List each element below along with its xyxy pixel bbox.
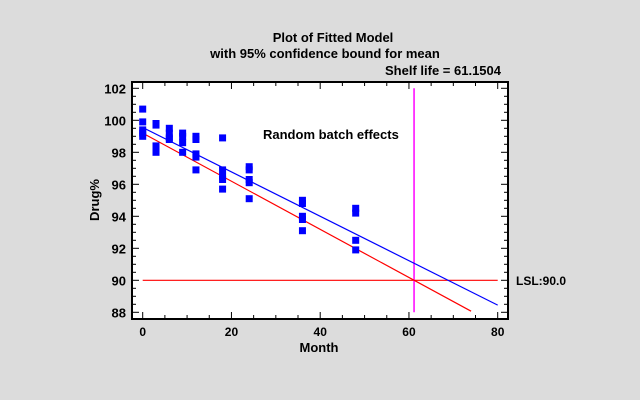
y-axis-label: Drug% <box>87 179 102 221</box>
y-tick-label: 102 <box>104 81 126 96</box>
random-batch-annotation: Random batch effects <box>263 127 399 142</box>
data-point <box>245 195 253 203</box>
plot-area <box>131 81 509 320</box>
lower-confidence-bound-line <box>142 132 472 312</box>
data-point <box>219 185 227 193</box>
lsl-label: LSL:90.0 <box>516 274 566 288</box>
fitted-mean-line <box>142 126 498 306</box>
data-point <box>352 246 360 254</box>
y-tick-label: 94 <box>112 209 127 224</box>
data-point <box>165 124 173 132</box>
x-tick-label: 20 <box>225 325 239 339</box>
data-point <box>139 105 147 113</box>
data-point <box>352 204 360 212</box>
data-point <box>352 209 360 217</box>
data-point <box>152 148 160 156</box>
data-point <box>179 139 187 147</box>
x-tick-label: 80 <box>491 325 505 339</box>
data-point <box>192 166 200 174</box>
data-point <box>192 153 200 161</box>
data-point <box>219 134 227 142</box>
axis-ticks: 0 20 40 60 80 88 90 92 94 96 98 100 102 <box>104 81 508 339</box>
x-tick-label: 60 <box>402 325 416 339</box>
data-point <box>352 236 360 244</box>
data-point <box>192 136 200 143</box>
data-point <box>179 148 187 156</box>
x-axis-label: Month <box>300 340 339 355</box>
x-tick-label: 0 <box>139 325 146 339</box>
y-tick-label: 100 <box>104 113 126 128</box>
y-tick-label: 92 <box>112 241 126 256</box>
data-point <box>165 136 173 143</box>
data-point <box>245 179 253 187</box>
data-point <box>245 166 253 174</box>
data-point <box>298 216 306 223</box>
data-point <box>152 121 160 129</box>
data-point <box>298 200 306 207</box>
chart-marks <box>139 88 498 313</box>
x-tick-label: 40 <box>314 325 328 339</box>
data-point <box>219 176 227 183</box>
chart-subtitle: with 95% confidence bound for mean <box>209 46 440 61</box>
data-point <box>139 118 147 126</box>
y-tick-label: 88 <box>112 305 126 320</box>
shelf-life-annotation: Shelf life = 61.1504 <box>385 63 502 78</box>
data-point <box>139 132 147 140</box>
data-point <box>179 132 187 140</box>
y-tick-label: 90 <box>112 273 126 288</box>
y-tick-label: 98 <box>112 145 126 160</box>
data-point <box>219 166 227 174</box>
data-point <box>298 227 306 235</box>
data-point <box>152 142 160 150</box>
y-tick-label: 96 <box>112 177 126 192</box>
chart-title: Plot of Fitted Model <box>273 30 394 45</box>
data-point <box>165 129 173 137</box>
